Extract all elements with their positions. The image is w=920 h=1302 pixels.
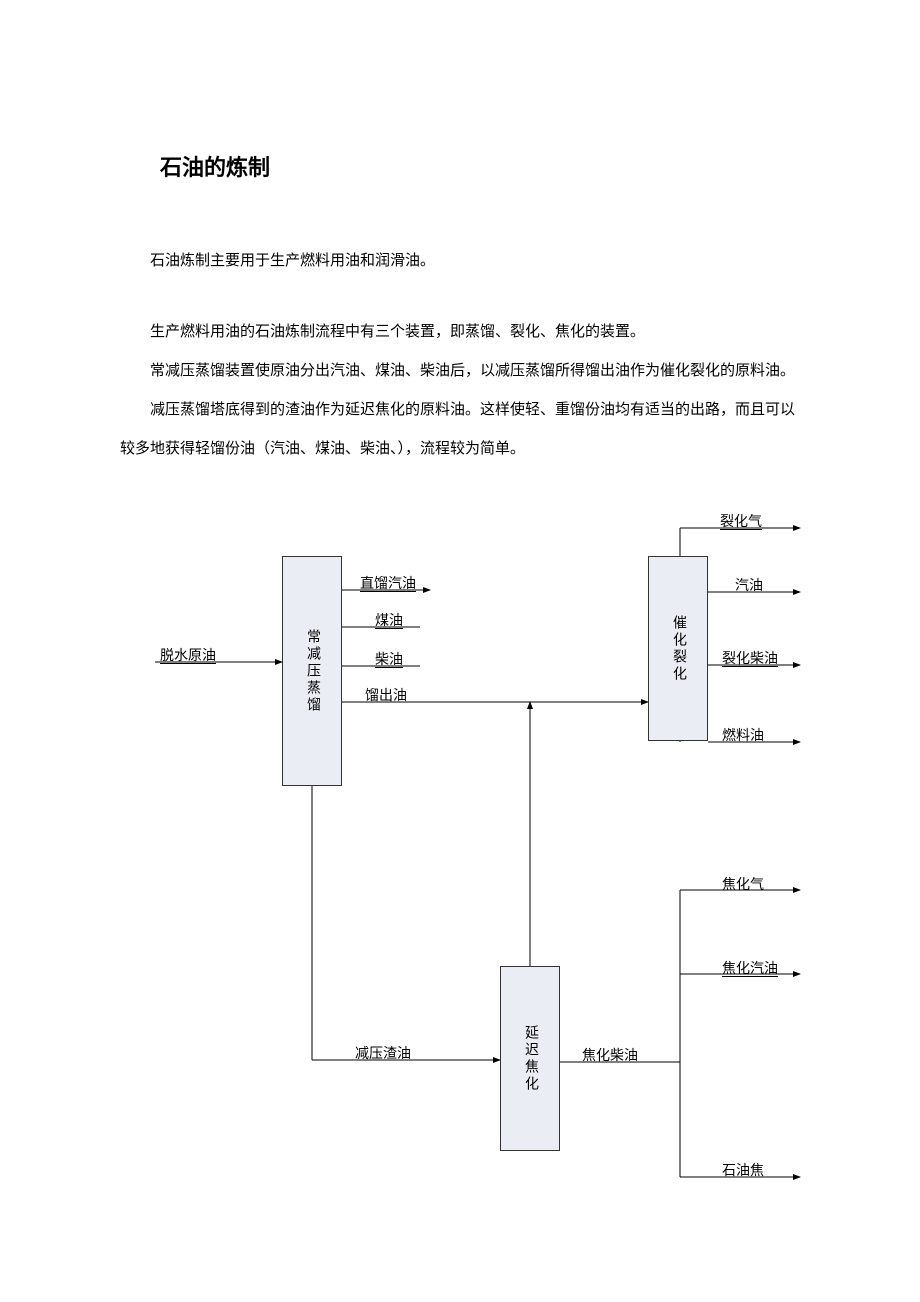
label-coke-out4: 石油焦 [722, 1160, 764, 1180]
node-coking: 延迟焦化 [500, 966, 560, 1151]
label-dist-out2: 煤油 [375, 610, 403, 630]
label-crack-out4: 燃料油 [722, 725, 764, 745]
label-dist-out1: 直馏汽油 [360, 573, 416, 593]
flowchart-lines [0, 0, 920, 1302]
label-dist-out4: 馏出油 [365, 685, 407, 705]
label-coke-out3: 焦化柴油 [582, 1045, 638, 1065]
label-crack-out2: 汽油 [735, 575, 763, 595]
node-cracking-label: 催化裂化 [668, 615, 688, 683]
node-distillation-label: 常减压蒸馏 [302, 629, 322, 714]
label-input: 脱水原油 [160, 645, 216, 665]
flowchart: 常减压蒸馏 催化裂化 延迟焦化 脱水原油 直馏汽油 煤油 柴油 馏出油 减压渣油… [0, 0, 920, 1302]
node-coking-label: 延迟焦化 [520, 1025, 540, 1093]
label-crack-out1: 裂化气 [720, 511, 762, 531]
label-dist-out3: 柴油 [375, 649, 403, 669]
label-coke-out1: 焦化气 [722, 874, 764, 894]
label-coke-out2: 焦化汽油 [722, 958, 778, 978]
label-crack-out3: 裂化柴油 [722, 648, 778, 668]
node-cracking: 催化裂化 [648, 556, 708, 741]
label-dist-bottom: 减压渣油 [355, 1043, 411, 1063]
node-distillation: 常减压蒸馏 [282, 556, 342, 786]
